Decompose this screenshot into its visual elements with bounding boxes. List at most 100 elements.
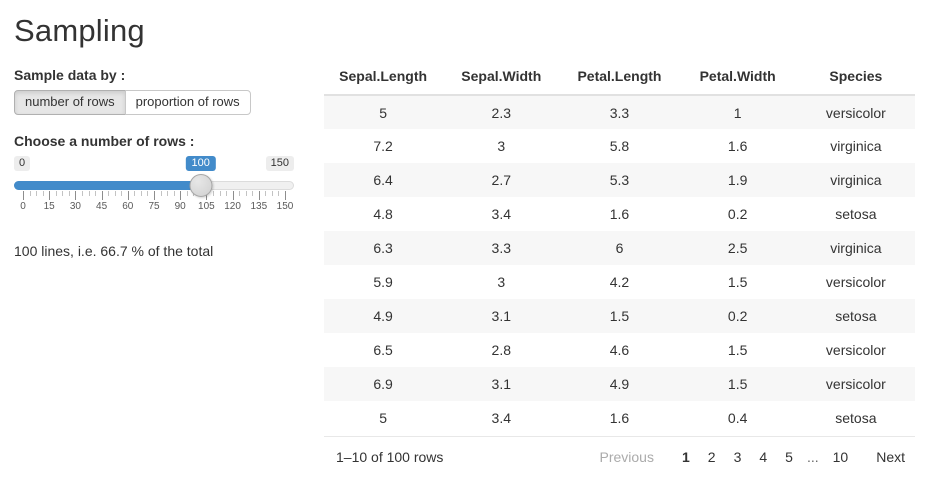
slider-tick xyxy=(219,191,221,197)
table-row: 4.8 3.4 1.6 0.2 setosa xyxy=(324,197,915,231)
table-cell: 5.3 xyxy=(609,172,630,188)
slider-tick xyxy=(134,191,136,197)
slider-tick-label: 30 xyxy=(69,201,81,213)
table-cell: 4.9 xyxy=(609,376,630,392)
page-button-4[interactable]: 4 xyxy=(751,445,775,469)
slider-tick xyxy=(101,191,103,201)
table-cell: versicolor xyxy=(825,104,886,121)
slider-tick-label: 120 xyxy=(224,201,241,213)
page-button-2[interactable]: 2 xyxy=(700,445,724,469)
slider-tick xyxy=(140,191,142,197)
slider-tick xyxy=(49,191,51,201)
page-button-1[interactable]: 1 xyxy=(674,445,698,469)
slider-tick xyxy=(42,191,44,197)
slider-tick xyxy=(271,191,273,197)
page-info: 1–10 of 100 rows xyxy=(336,449,444,465)
slider-tick-label: 0 xyxy=(20,201,26,213)
slider-label: Choose a number of rows : xyxy=(14,133,195,150)
table-cell: 5 xyxy=(379,410,387,426)
table-cell: 3 xyxy=(497,274,506,290)
table-cell: setosa xyxy=(835,206,877,222)
sidebar: Sampling Sample data by : number of rows… xyxy=(14,0,310,259)
table-cell: 0.4 xyxy=(727,410,748,426)
table-row: 6.9 3.1 4.9 1.5 versicolor xyxy=(324,367,915,401)
slider-tick xyxy=(173,191,175,197)
slider-bar xyxy=(14,181,201,191)
column-header-Petal.Length[interactable]: Petal.Length xyxy=(560,58,679,96)
table-cell: 1.6 xyxy=(609,206,630,222)
slider-tick xyxy=(232,191,234,201)
table-header-row: Sepal.Length Sepal.Width Petal.Length Petal… xyxy=(324,58,915,96)
table-row: 6.5 2.8 4.6 1.5 versicolor xyxy=(324,333,915,367)
rows-slider[interactable]: 0 150 100 0 15 30 45 60 75 90 105 120 135 150 xyxy=(14,156,294,214)
table-cell: setosa xyxy=(835,308,877,324)
sample-by-option-number-of-rows[interactable]: number of rows xyxy=(14,90,126,116)
slider-handle[interactable] xyxy=(189,174,213,198)
table-cell: 2.7 xyxy=(491,172,512,188)
slider-tick xyxy=(127,191,129,201)
column-header-Sepal.Length[interactable]: Sepal.Length xyxy=(324,58,443,96)
table-cell: 6 xyxy=(615,240,624,256)
slider-tick xyxy=(75,191,77,201)
table-cell: 1.5 xyxy=(609,308,630,324)
slider-tick xyxy=(167,191,169,197)
slider-tick xyxy=(285,191,286,201)
table-cell: versicolor xyxy=(825,376,886,392)
table-row: 5 3.4 1.6 0.4 setosa xyxy=(324,401,915,435)
previous-page-button[interactable]: Previous xyxy=(592,445,662,469)
sample-by-option-proportion-of-rows[interactable]: proportion of rows xyxy=(124,90,251,116)
table-cell: 3.1 xyxy=(491,376,512,392)
slider-tick xyxy=(23,191,24,201)
slider-tick xyxy=(206,191,208,201)
slider-tick xyxy=(29,191,31,197)
sample-by-label: Sample data by : xyxy=(14,67,126,83)
slider-value-badge: 100 xyxy=(185,156,216,172)
column-header-Sepal.Width[interactable]: Sepal.Width xyxy=(442,58,561,96)
table-cell: 3.3 xyxy=(609,104,630,121)
table-cell: 0.2 xyxy=(727,206,748,222)
slider-tick xyxy=(212,191,214,197)
slider-tick xyxy=(154,191,155,201)
slider-tick xyxy=(121,191,123,197)
sample-by-group: number of rows proportion of rows xyxy=(14,90,251,116)
table-row: 4.9 3.1 1.5 0.2 setosa xyxy=(324,299,915,333)
page-button-5[interactable]: 5 xyxy=(777,445,801,469)
table-cell: setosa xyxy=(835,410,877,426)
table-cell: 1.9 xyxy=(727,172,748,188)
table-cell: 3 xyxy=(497,138,506,154)
table-cell: 4.8 xyxy=(373,206,393,222)
table-cell: 4.2 xyxy=(609,274,630,290)
table-cell: 1.5 xyxy=(727,274,748,290)
slider-tick-label: 90 xyxy=(174,201,186,213)
table-row: 5.9 3 4.2 1.5 versicolor xyxy=(324,265,915,299)
slider-tick xyxy=(258,191,260,201)
slider-tick xyxy=(239,191,241,197)
page-title: Sampling xyxy=(14,13,145,48)
table-cell: 6.4 xyxy=(373,172,393,188)
slider-tick xyxy=(114,191,116,197)
table-row: 6.4 2.7 5.3 1.9 virginica xyxy=(324,163,915,197)
next-page-button[interactable]: Next xyxy=(868,445,913,469)
summary-text: 100 lines, i.e. 66.7 % of the total xyxy=(14,243,214,260)
slider-tick-label: 150 xyxy=(276,201,294,213)
slider-tick xyxy=(147,191,149,197)
slider-tick xyxy=(55,191,57,197)
table-cell: 3.1 xyxy=(491,308,512,324)
page-button-3[interactable]: 3 xyxy=(726,445,750,469)
table-cell: 2.3 xyxy=(491,104,512,121)
column-header-Petal.Width[interactable]: Petal.Width xyxy=(678,58,797,96)
slider-tick xyxy=(226,191,228,197)
table-cell: 1.5 xyxy=(727,342,748,358)
table-cell: 5.8 xyxy=(609,138,630,154)
table-cell: 1.6 xyxy=(609,410,630,426)
slider-max-label: 150 xyxy=(265,156,294,172)
slider-tick-label: 135 xyxy=(250,201,268,213)
slider-tick-label: 105 xyxy=(198,201,215,213)
table-cell: 6.9 xyxy=(373,376,393,392)
table-panel: Sepal.Length Sepal.Width Petal.Length Petal… xyxy=(324,58,915,477)
column-header-Species[interactable]: Species xyxy=(796,58,915,96)
table-cell: 6.5 xyxy=(373,342,393,358)
table-cell: 3.3 xyxy=(491,240,512,256)
page-button-10[interactable]: 10 xyxy=(825,445,857,469)
slider-tick xyxy=(36,191,38,197)
